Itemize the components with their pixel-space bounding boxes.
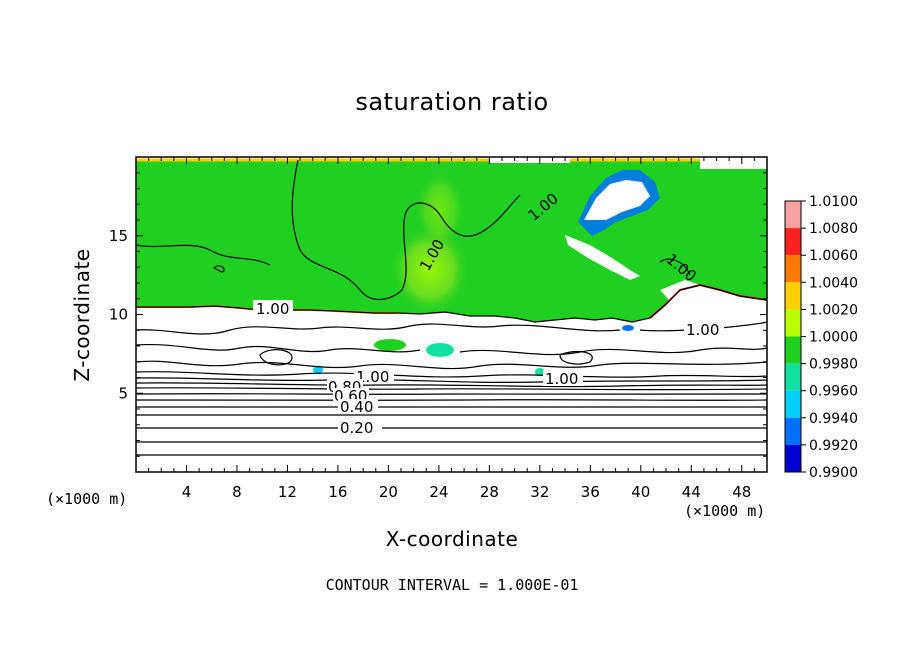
- colorbar-label: 1.0020: [809, 302, 858, 318]
- colorbar-label: 1.0060: [809, 248, 858, 264]
- colorbar-label: 0.9940: [809, 411, 858, 427]
- contour-label: 1.00: [256, 300, 289, 318]
- x-tick-label: 44: [682, 483, 701, 501]
- x-tick-label: 16: [328, 483, 347, 501]
- colorbar-swatch: [785, 255, 801, 283]
- patch-2: [426, 343, 454, 357]
- contour-interval-note: CONTOUR INTERVAL = 1.000E-01: [325, 576, 579, 594]
- x-tick-label: 8: [232, 483, 242, 501]
- colorbar-swatch: [785, 363, 801, 391]
- colorbar-label: 0.9980: [809, 357, 858, 373]
- x-tick-label: 36: [581, 483, 600, 501]
- x-tick-label: 20: [379, 483, 398, 501]
- colorbar-label: 0.9920: [809, 438, 858, 454]
- x-axis-ticks: 4 8 12 16 20 24 28 32 36 40 44 48: [148, 157, 755, 501]
- colorbar-swatch: [785, 228, 801, 256]
- colorbar-label: 1.0000: [809, 330, 858, 346]
- colorbar-swatch: [785, 390, 801, 418]
- colorbar-swatch: [785, 282, 801, 310]
- x-tick-label: 48: [732, 483, 751, 501]
- y-tick-label: 15: [109, 227, 128, 245]
- colorbar-label: 0.9900: [809, 465, 858, 481]
- contour-label: 0.40: [340, 398, 373, 416]
- subsaturated-pocket-core: [584, 180, 650, 220]
- contour-label: 1.00: [356, 368, 389, 386]
- colorbar-label: 0.9960: [809, 384, 858, 400]
- patch-1: [374, 339, 406, 351]
- x-axis-label: X-coordinate: [385, 527, 519, 551]
- contour-label: 1.00: [686, 321, 719, 339]
- top-white-mid: [490, 157, 570, 163]
- colorbar-swatch: [785, 201, 801, 229]
- plot-area: 1.00 1.00 1.00 1.00 1.00 1.00 1.00 0.80 …: [136, 157, 767, 472]
- y-tick-label: 5: [118, 384, 128, 402]
- chart-title: saturation ratio: [355, 88, 549, 116]
- y-tick-label: 10: [109, 306, 128, 324]
- saturation-plume: [390, 225, 470, 315]
- contour-label: 0.20: [340, 419, 373, 437]
- patch-3: [313, 366, 323, 374]
- x-tick-label: 12: [278, 483, 297, 501]
- colorbar-swatch: [785, 417, 801, 445]
- x-tick-label: 28: [480, 483, 499, 501]
- colorbar: 1.0100 1.0080 1.0060 1.0040 1.0020 1.0000 0.99…: [784, 194, 858, 481]
- x-tick-label: 4: [182, 483, 192, 501]
- contour-label: 1.00: [545, 370, 578, 388]
- colorbar-swatch: [785, 444, 801, 472]
- dry-streak: [565, 235, 640, 280]
- colorbar-swatch: [785, 309, 801, 337]
- dry-edge: [660, 280, 767, 320]
- patch-4: [535, 368, 545, 376]
- patch-5: [622, 325, 634, 331]
- colorbar-label: 1.0040: [809, 275, 858, 291]
- colorbar-swatch: [785, 336, 801, 364]
- x-tick-label: 40: [631, 483, 650, 501]
- top-white-right: [700, 157, 767, 169]
- y-axis-label: Z-coordinate: [70, 248, 94, 382]
- y-axis-ticks: 5 10 15: [109, 172, 767, 457]
- x-tick-label: 24: [429, 483, 448, 501]
- x-tick-label: 32: [530, 483, 549, 501]
- y-axis-unit: (×1000 m): [46, 490, 128, 508]
- saturation-plume-upper: [415, 170, 465, 250]
- colorbar-label: 1.0080: [809, 221, 858, 237]
- x-axis-unit: (×1000 m): [684, 502, 766, 520]
- colorbar-label: 1.0100: [809, 194, 858, 210]
